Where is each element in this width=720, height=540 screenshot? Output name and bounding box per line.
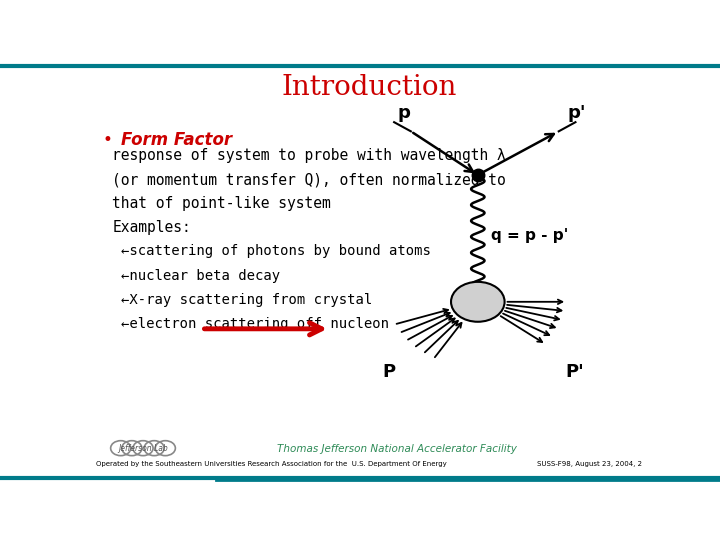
Text: Jefferson Lab: Jefferson Lab xyxy=(118,444,168,453)
Text: response of system to probe with wavelength λ: response of system to probe with wavelen… xyxy=(112,148,506,163)
Text: that of point-like system: that of point-like system xyxy=(112,196,331,211)
Text: Introduction: Introduction xyxy=(282,74,456,101)
Text: Form Factor: Form Factor xyxy=(121,131,232,150)
Text: p: p xyxy=(398,104,411,122)
Text: P': P' xyxy=(565,363,584,381)
Text: ←scattering of photons by bound atoms: ←scattering of photons by bound atoms xyxy=(121,245,431,259)
Text: ←electron scattering off nucleon: ←electron scattering off nucleon xyxy=(121,317,389,331)
Text: (or momentum transfer Q), often normalized to: (or momentum transfer Q), often normaliz… xyxy=(112,172,506,187)
Text: Thomas Jefferson National Accelerator Facility: Thomas Jefferson National Accelerator Fa… xyxy=(277,444,517,455)
Text: ←X-ray scattering from crystal: ←X-ray scattering from crystal xyxy=(121,293,372,307)
Text: •: • xyxy=(102,131,112,150)
Text: P: P xyxy=(382,363,395,381)
Text: SUSS-F98, August 23, 2004, 2: SUSS-F98, August 23, 2004, 2 xyxy=(537,461,642,467)
Text: q = p - p': q = p - p' xyxy=(490,228,568,243)
Text: Operated by the Southeastern Universities Research Association for the  U.S. Dep: Operated by the Southeastern Universitie… xyxy=(96,461,446,467)
Text: Examples:: Examples: xyxy=(112,220,191,235)
Text: p': p' xyxy=(567,104,585,122)
Circle shape xyxy=(451,282,505,322)
Text: ←nuclear beta decay: ←nuclear beta decay xyxy=(121,268,280,282)
